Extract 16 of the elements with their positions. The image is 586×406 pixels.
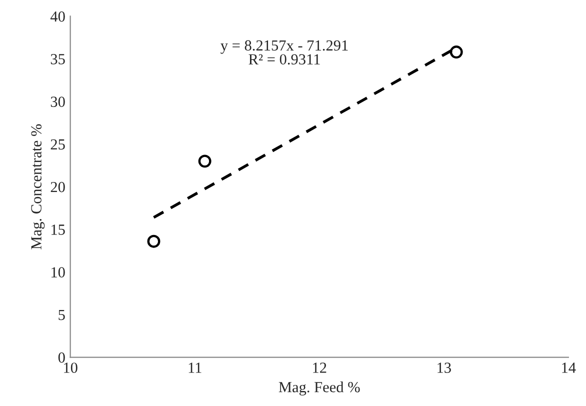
y-tick-label: 0 — [58, 352, 65, 363]
y-tick-label: 5 — [58, 310, 65, 320]
x-axis-title: Mag. Feed % — [278, 382, 360, 396]
y-tick-label: 15 — [52, 224, 65, 235]
y-tick-label: 20 — [50, 182, 65, 192]
y-tick-label: 40 — [50, 11, 65, 22]
y-axis-title: Mag. Concentrate % — [31, 124, 45, 250]
x-tick-label: 14 — [562, 362, 576, 373]
x-tick-label: 12 — [313, 362, 326, 373]
x-tick-label: 13 — [438, 362, 451, 373]
y-tick-label: 30 — [50, 96, 65, 107]
y-tick-label: 35 — [50, 54, 65, 64]
y-tick-label: 10 — [52, 267, 65, 278]
annotation: y = 8.2157x - 71.291 R² = 0.9311 — [220, 40, 348, 65]
x-tick-label: 11 — [188, 362, 202, 373]
y-tick-label: 25 — [50, 139, 65, 150]
